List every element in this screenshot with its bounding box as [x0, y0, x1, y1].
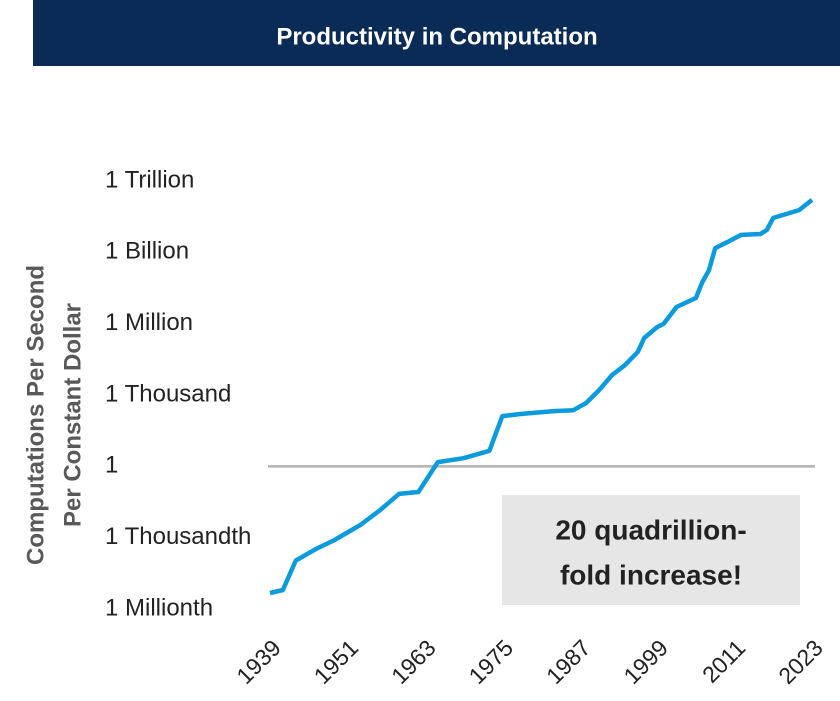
x-tick-label: 1999 [618, 634, 673, 689]
x-tick-label: 1975 [464, 634, 519, 689]
y-tick-label: 1 Millionth [105, 594, 213, 621]
annotation-text: 20 quadrillion- [555, 514, 746, 545]
y-tick-label: 1 Million [105, 309, 193, 336]
x-tick-label: 2023 [773, 634, 828, 689]
y-tick-label: 1 [105, 452, 118, 479]
x-tick-label: 1951 [309, 634, 364, 689]
x-tick-label: 2011 [697, 634, 750, 687]
y-tick-label: 1 Billion [105, 238, 189, 265]
x-tick-label: 1963 [386, 634, 441, 689]
annotation-box [502, 495, 800, 605]
title-bar [33, 0, 840, 66]
data-line [269, 198, 814, 596]
y-tick-label: 1 Thousand [105, 380, 231, 407]
y-tick-label: 1 Thousandth [105, 523, 251, 550]
y-label-line: Per Constant Dollar [59, 303, 86, 527]
annotation-text: fold increase! [560, 559, 742, 590]
x-tick-label: 1939 [231, 634, 286, 689]
chart-title: Productivity in Computation [276, 23, 597, 50]
y-axis-label: Computations Per Second Per Constant Dol… [22, 265, 86, 565]
y-tick-label: 1 Trillion [105, 166, 194, 193]
y-label-line: Computations Per Second [22, 265, 49, 565]
x-tick-label: 1987 [541, 634, 596, 689]
